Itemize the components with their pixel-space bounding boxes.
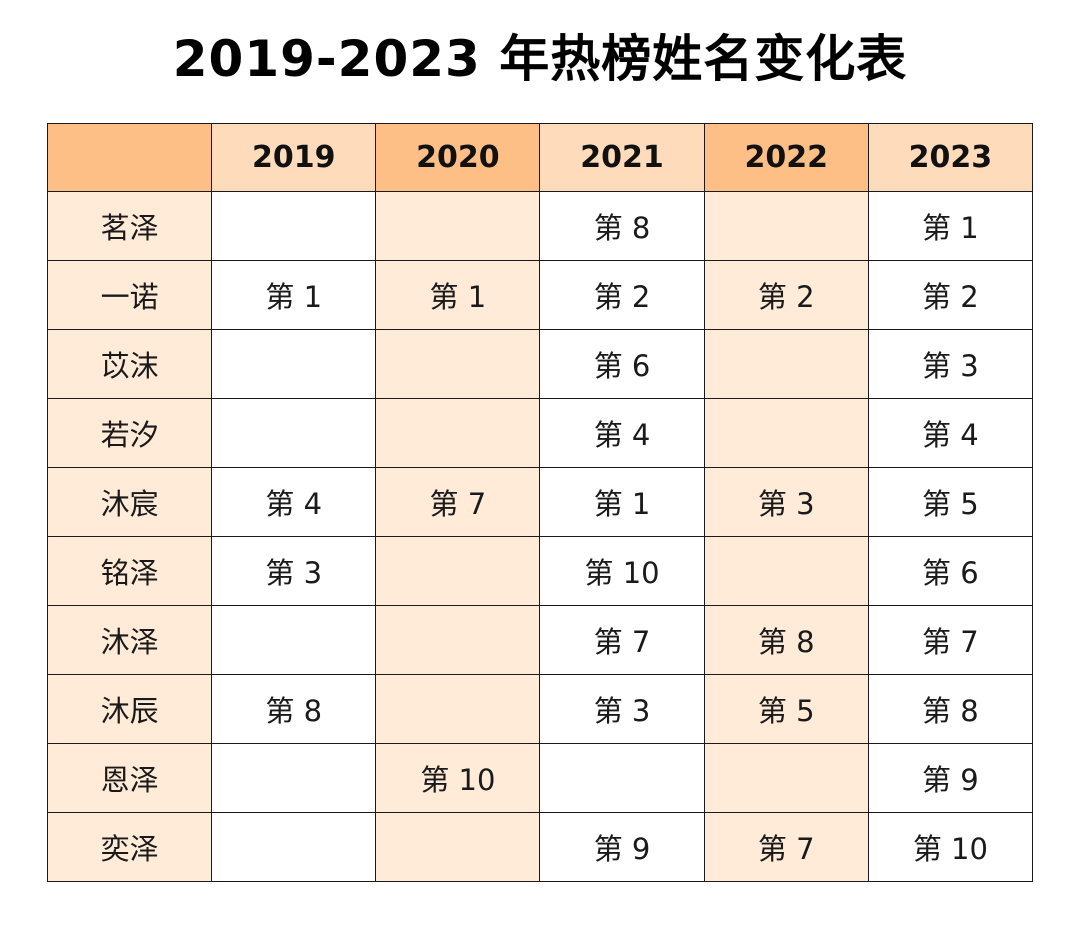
rank-cell-2021: 第 8 — [539, 191, 705, 261]
rank-cell-2021: 第 2 — [539, 260, 705, 330]
rank-cell-2020: 第 1 — [375, 260, 541, 330]
rank-cell-2019: 第 1 — [211, 260, 377, 330]
name-cell: 沐泽 — [46, 605, 213, 675]
rank-cell-2023: 第 8 — [867, 674, 1034, 744]
rank-cell-2022 — [703, 743, 869, 813]
header-year-2020: 2020 — [375, 123, 541, 192]
rank-cell-2021 — [539, 743, 705, 813]
header-corner-cell — [46, 123, 213, 192]
table-row: 苡沫 第 6 第 3 — [46, 329, 1034, 399]
page-title: 2019-2023 年热榜姓名变化表 — [172, 30, 908, 88]
rank-cell-2022: 第 8 — [703, 605, 869, 675]
rank-cell-2019 — [211, 191, 377, 261]
rank-cell-2023: 第 3 — [867, 329, 1034, 399]
header-year-2023: 2023 — [867, 123, 1034, 192]
name-cell: 沐辰 — [46, 674, 213, 744]
rank-cell-2020: 第 10 — [375, 743, 541, 813]
table-row: 若汐 第 4 第 4 — [46, 398, 1034, 468]
rank-cell-2021: 第 4 — [539, 398, 705, 468]
rank-cell-2022 — [703, 536, 869, 606]
rank-cell-2021: 第 6 — [539, 329, 705, 399]
rank-cell-2019 — [211, 605, 377, 675]
rank-cell-2019 — [211, 398, 377, 468]
rank-cell-2021: 第 3 — [539, 674, 705, 744]
rank-cell-2020: 第 7 — [375, 467, 541, 537]
table-row: 恩泽 第 10 第 9 — [46, 743, 1034, 813]
rank-cell-2023: 第 10 — [867, 812, 1034, 882]
table-header-row: 2019 2020 2021 2022 2023 — [46, 123, 1034, 192]
rank-cell-2021: 第 1 — [539, 467, 705, 537]
rank-cell-2022: 第 3 — [703, 467, 869, 537]
header-year-2019: 2019 — [211, 123, 377, 192]
rank-cell-2019: 第 8 — [211, 674, 377, 744]
name-cell: 苡沫 — [46, 329, 213, 399]
rank-cell-2019 — [211, 812, 377, 882]
rank-cell-2019: 第 4 — [211, 467, 377, 537]
rank-cell-2023: 第 9 — [867, 743, 1034, 813]
rank-cell-2021: 第 7 — [539, 605, 705, 675]
rank-cell-2022 — [703, 329, 869, 399]
rank-cell-2022: 第 7 — [703, 812, 869, 882]
rank-cell-2022 — [703, 191, 869, 261]
rank-cell-2023: 第 2 — [867, 260, 1034, 330]
rank-cell-2023: 第 6 — [867, 536, 1034, 606]
rank-cell-2023: 第 1 — [867, 191, 1034, 261]
rank-cell-2019 — [211, 743, 377, 813]
rank-cell-2020 — [375, 191, 541, 261]
name-cell: 恩泽 — [46, 743, 213, 813]
table-row: 茗泽 第 8 第 1 — [46, 191, 1034, 261]
rank-cell-2020 — [375, 329, 541, 399]
rank-cell-2023: 第 5 — [867, 467, 1034, 537]
rank-cell-2021: 第 9 — [539, 812, 705, 882]
rank-cell-2020 — [375, 536, 541, 606]
name-cell: 铭泽 — [46, 536, 213, 606]
name-cell: 若汐 — [46, 398, 213, 468]
name-cell: 一诺 — [46, 260, 213, 330]
rank-cell-2019: 第 3 — [211, 536, 377, 606]
rank-cell-2022: 第 2 — [703, 260, 869, 330]
name-cell: 茗泽 — [46, 191, 213, 261]
rank-cell-2020 — [375, 674, 541, 744]
rank-cell-2022 — [703, 398, 869, 468]
rank-cell-2019 — [211, 329, 377, 399]
rank-cell-2023: 第 4 — [867, 398, 1034, 468]
rank-cell-2023: 第 7 — [867, 605, 1034, 675]
name-cell: 沐宸 — [46, 467, 213, 537]
table-row: 铭泽第 3 第 10 第 6 — [46, 536, 1034, 606]
rank-cell-2021: 第 10 — [539, 536, 705, 606]
header-year-2021: 2021 — [539, 123, 705, 192]
rank-cell-2020 — [375, 605, 541, 675]
name-cell: 奕泽 — [46, 812, 213, 882]
rank-cell-2020 — [375, 812, 541, 882]
header-year-2022: 2022 — [703, 123, 869, 192]
rank-cell-2020 — [375, 398, 541, 468]
rank-cell-2022: 第 5 — [703, 674, 869, 744]
